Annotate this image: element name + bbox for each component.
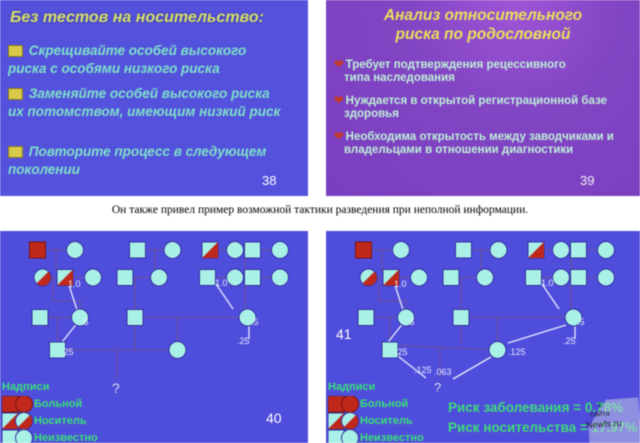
svg-text:.25: .25 bbox=[61, 347, 74, 357]
svg-text:.25: .25 bbox=[563, 336, 576, 346]
svg-text:40: 40 bbox=[266, 410, 282, 426]
svg-text:.5: .5 bbox=[251, 317, 259, 327]
svg-text:?: ? bbox=[434, 380, 441, 395]
svg-text:.25: .25 bbox=[237, 336, 250, 346]
svg-text:.063: .063 bbox=[434, 367, 452, 377]
svg-text:1.0: 1.0 bbox=[215, 278, 228, 288]
svg-text:.25: .25 bbox=[395, 347, 408, 357]
svg-text:.5: .5 bbox=[577, 317, 585, 327]
svg-text:1.0: 1.0 bbox=[68, 279, 81, 289]
svg-text:.5: .5 bbox=[81, 317, 89, 327]
svg-text:.125: .125 bbox=[508, 347, 526, 357]
svg-text:.125: .125 bbox=[414, 365, 432, 375]
svg-text:1.0: 1.0 bbox=[394, 279, 407, 289]
svg-text:?: ? bbox=[112, 380, 120, 396]
svg-text:1.0: 1.0 bbox=[541, 278, 554, 288]
svg-text:.5: .5 bbox=[407, 317, 415, 327]
svg-text:41: 41 bbox=[336, 326, 352, 342]
